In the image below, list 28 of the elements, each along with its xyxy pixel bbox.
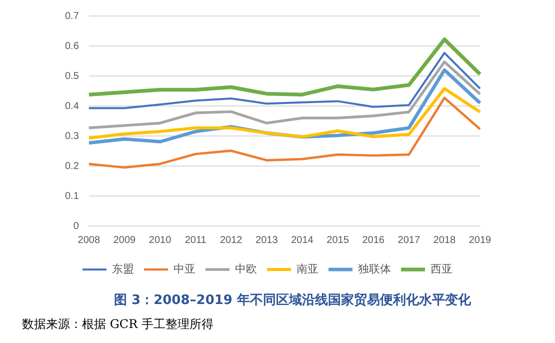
y-tick-label: 0.1 [64, 190, 80, 202]
y-tick-label: 0.5 [64, 70, 80, 82]
x-tick-label: 2017 [398, 234, 420, 246]
legend-label: 西亚 [430, 264, 452, 276]
x-tick-label: 2016 [362, 234, 385, 246]
legend-label: 东盟 [112, 262, 134, 276]
y-tick-label: 0.7 [64, 10, 80, 22]
x-tick-label: 2009 [113, 234, 136, 246]
text: 图 3：2008–2019 年不同区域沿线国家贸易便利化水平变化 [113, 292, 472, 309]
x-tick-label: 2010 [148, 234, 172, 246]
y-tick-label: 0 [73, 220, 80, 232]
x-tick-label: 2012 [220, 234, 243, 246]
legend-label: 南亚 [296, 262, 318, 276]
x-tick-label: 2015 [326, 234, 350, 246]
y-tick-label: 0.4 [64, 100, 80, 112]
x-tick-label: 2019 [468, 234, 492, 246]
y-tick-label: 0.3 [64, 130, 80, 142]
y-tick-label: 0.2 [64, 160, 80, 172]
legend-label: 中欧 [235, 262, 257, 276]
legend-label: 独联体 [358, 262, 391, 276]
y-tick-label: 0.6 [64, 40, 80, 52]
legend-label: 中亚 [174, 262, 196, 276]
x-tick-label: 2018 [433, 234, 456, 246]
x-tick-label: 2014 [291, 234, 314, 246]
x-tick-label: 2008 [78, 234, 100, 246]
x-tick-label: 2011 [184, 234, 207, 246]
source-note: 数据来源：根据 GCR 手工整理所得 [22, 316, 214, 333]
x-tick-label: 2013 [256, 234, 278, 246]
